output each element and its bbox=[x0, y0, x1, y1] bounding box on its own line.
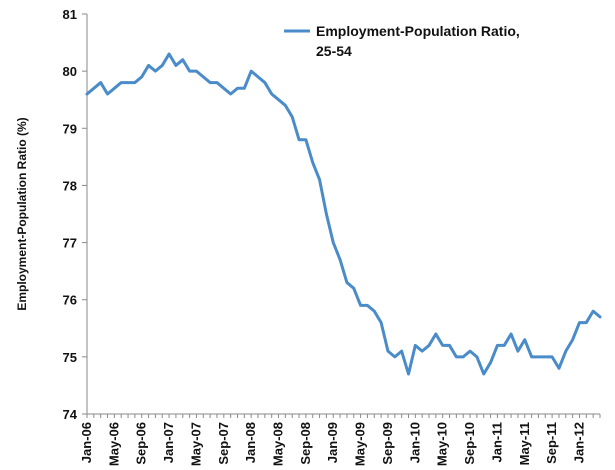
y-tick-label: 81 bbox=[63, 7, 77, 22]
x-tick-label: May-08 bbox=[271, 422, 286, 466]
x-tick-label: Sep-09 bbox=[380, 422, 395, 465]
x-tick-label: Jan-12 bbox=[571, 422, 586, 463]
x-tick-label: Sep-10 bbox=[462, 422, 477, 465]
x-tick-label: May-06 bbox=[106, 422, 121, 466]
x-axis-ticks: Jan-06 May-06 Sep-06 Jan-07 May-07 Sep-07 Jan-… bbox=[79, 414, 601, 466]
x-tick-label: Jan-07 bbox=[161, 422, 176, 463]
x-tick-label: May-11 bbox=[517, 422, 532, 465]
y-axis-label: Employment-Population Ratio (%) bbox=[15, 117, 29, 310]
y-tick-label: 78 bbox=[63, 178, 77, 193]
y-tick-label: 80 bbox=[63, 64, 77, 79]
y-tick-label: 77 bbox=[63, 236, 77, 251]
x-tick-label: Jan-11 bbox=[489, 422, 504, 462]
y-tick-label: 74 bbox=[63, 407, 78, 422]
series-line bbox=[85, 52, 602, 376]
axes bbox=[86, 14, 600, 415]
x-tick-label: May-07 bbox=[188, 422, 203, 466]
x-tick-label: Jan-09 bbox=[325, 422, 340, 463]
y-tick-label: 76 bbox=[63, 293, 77, 308]
legend-label-line-2: 25-54 bbox=[316, 43, 352, 59]
y-tick-label: 75 bbox=[63, 350, 77, 365]
series-group bbox=[85, 52, 602, 376]
x-tick-label: Sep-07 bbox=[216, 422, 231, 465]
x-tick-label: Jan-10 bbox=[407, 422, 422, 463]
legend-label-line-1: Employment-Population Ratio, bbox=[316, 23, 520, 39]
x-tick-label: May-09 bbox=[353, 422, 368, 466]
x-tick-label: May-10 bbox=[435, 422, 450, 466]
x-tick-label: Sep-08 bbox=[298, 422, 313, 465]
x-tick-label: Sep-06 bbox=[134, 422, 149, 465]
legend: Employment-Population Ratio, 25-54 bbox=[284, 23, 520, 59]
x-tick-label: Sep-11 bbox=[544, 422, 559, 464]
x-tick-label: Jan-08 bbox=[243, 422, 258, 463]
y-tick-label: 79 bbox=[63, 121, 77, 136]
y-axis-ticks: 74 75 76 77 78 79 80 81 bbox=[63, 7, 87, 422]
x-tick-label: Jan-06 bbox=[79, 422, 94, 463]
